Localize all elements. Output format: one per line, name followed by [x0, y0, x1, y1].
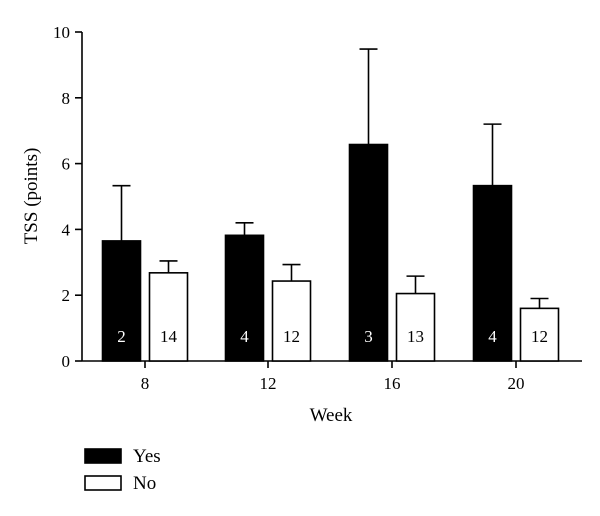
legend-label-no: No [133, 473, 156, 494]
count-label: 13 [407, 327, 424, 346]
y-tick-label: 0 [62, 352, 71, 371]
y-tick-label: 4 [62, 220, 71, 239]
legend-swatch-no [84, 475, 122, 491]
x-tick-label: 20 [508, 374, 525, 393]
x-tick-label: 16 [384, 374, 401, 393]
bar-no [519, 307, 560, 362]
count-label: 2 [117, 327, 126, 346]
y-tick-label: 2 [62, 286, 71, 305]
x-tick-label: 8 [141, 374, 150, 393]
count-label: 12 [531, 327, 548, 346]
count-label: 3 [364, 327, 373, 346]
x-axis-title: Week [310, 405, 353, 426]
bar-yes [348, 143, 389, 362]
bar-yes [101, 240, 142, 362]
x-tick-label: 12 [260, 374, 277, 393]
y-tick-label: 6 [62, 155, 71, 174]
y-tick-label: 10 [53, 23, 70, 42]
legend-swatch-yes [84, 448, 122, 464]
bars-layer: 2 4 3 4 14 12 13 12 [101, 48, 560, 362]
legend-label-yes: Yes [133, 446, 161, 467]
bar-no [271, 280, 312, 362]
bar-yes [472, 184, 513, 362]
bar-yes [224, 234, 265, 362]
count-label: 14 [160, 327, 178, 346]
bar-no [395, 292, 436, 362]
y-tick-label: 8 [62, 89, 71, 108]
y-axis-title: TSS (points) [21, 148, 42, 245]
count-label: 4 [240, 327, 249, 346]
bar-no [148, 272, 189, 362]
count-label: 12 [283, 327, 300, 346]
count-label: 4 [488, 327, 497, 346]
legend: Yes No [84, 446, 161, 494]
